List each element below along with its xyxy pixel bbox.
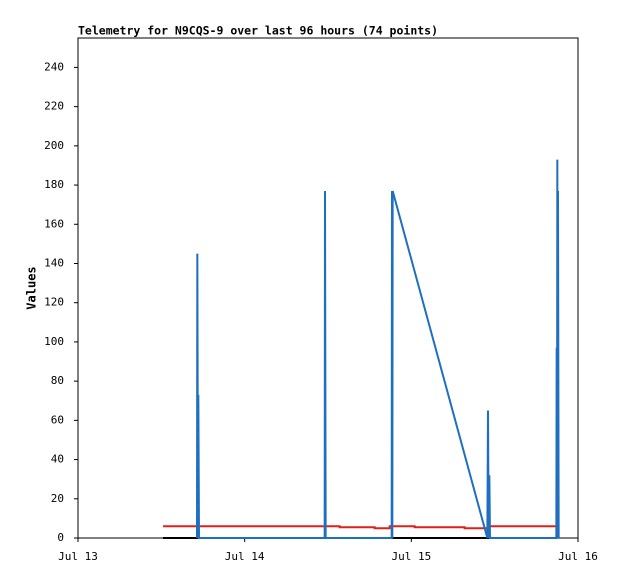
- y-tick-label: 200: [44, 139, 64, 152]
- series-line: [196, 159, 560, 539]
- y-axis-label: Values: [25, 266, 39, 309]
- y-tick-label: 60: [51, 413, 64, 426]
- x-tick-label: Jul 13: [58, 550, 98, 563]
- x-tick-label: Jul 14: [225, 550, 265, 563]
- y-tick-label: 240: [44, 60, 64, 73]
- y-tick-label: 80: [51, 374, 64, 387]
- x-tick-label: Jul 15: [391, 550, 431, 563]
- y-tick-label: 180: [44, 178, 64, 191]
- chart-title: Telemetry for N9CQS-9 over last 96 hours…: [78, 24, 438, 38]
- y-tick-label: 20: [51, 492, 64, 505]
- x-tick-label: Jul 16: [558, 550, 598, 563]
- y-tick-label: 0: [57, 531, 64, 544]
- y-tick-label: 40: [51, 453, 64, 466]
- y-tick-label: 120: [44, 296, 64, 309]
- y-tick-label: 160: [44, 217, 64, 230]
- y-tick-label: 100: [44, 335, 64, 348]
- y-tick-label: 140: [44, 256, 64, 269]
- y-tick-label: 220: [44, 100, 64, 113]
